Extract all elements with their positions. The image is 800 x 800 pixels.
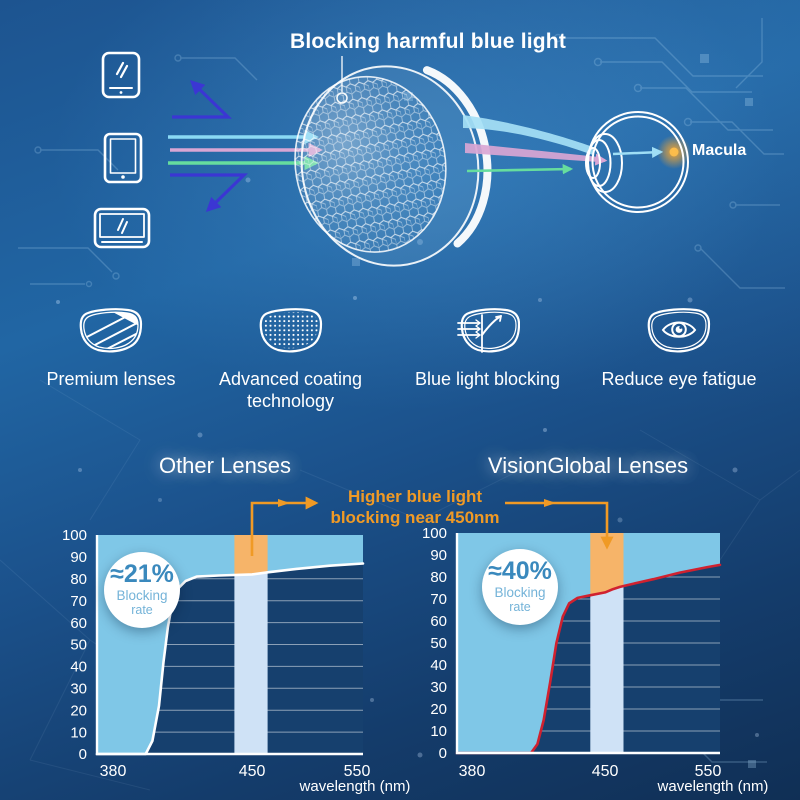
y-tick-label: 30 <box>430 679 447 696</box>
badge-label: Blocking <box>116 588 168 604</box>
macula-spot <box>669 147 679 157</box>
eyeball-outline-inner <box>591 115 685 209</box>
x-tick-label: 380 <box>100 763 127 780</box>
band-450nm-above-curve <box>590 533 624 596</box>
x-axis-title: wavelength (nm) <box>299 778 411 795</box>
y-tick-label: 100 <box>62 527 87 544</box>
chart-title-other-lenses: Other Lenses <box>158 453 292 478</box>
x-tick-label: 380 <box>459 763 486 780</box>
feature-advanced-coating: Advanced coating technology <box>198 305 383 413</box>
band-450nm-above-curve <box>234 535 268 575</box>
premium-lens-icon <box>79 308 143 353</box>
axes <box>95 535 363 756</box>
y-tick-label: 50 <box>70 637 87 654</box>
annotation-arrowhead-left-mid <box>278 499 290 507</box>
band-450nm-below-curve <box>590 586 624 753</box>
y-tick-label: 10 <box>70 724 87 741</box>
coated-lens-3d <box>294 56 492 267</box>
annotation-line1: Higher blue light <box>347 487 483 506</box>
crystalline-lens <box>585 147 601 179</box>
blue-light-blocking-icon <box>456 308 520 353</box>
badge-value: ≈40% <box>488 557 552 586</box>
smartphone-icon <box>101 51 141 99</box>
y-tick-label: 70 <box>70 593 87 610</box>
reflected-blue-arrow-top <box>172 79 232 119</box>
feature-premium-lenses: Premium lenses <box>21 305 201 391</box>
y-tick-label: 80 <box>70 571 87 588</box>
light-rays <box>168 79 323 213</box>
annotation-arrowhead-right-mid <box>544 499 556 507</box>
annotation-line2: blocking near 450nm <box>330 508 500 528</box>
focused-green-beam <box>466 163 574 175</box>
x-tick-label: 550 <box>344 763 371 780</box>
y-tick-label: 0 <box>79 746 87 763</box>
y-tick-label: 90 <box>70 549 87 566</box>
reduce-eye-fatigue-icon <box>647 308 711 353</box>
cornea-inner <box>586 139 612 187</box>
y-tick-label: 60 <box>430 613 447 630</box>
reflected-blue-arrow-bottom <box>170 173 248 213</box>
feature-label: Reduce eye fatigue <box>601 369 757 389</box>
band-450nm-below-curve <box>234 572 268 754</box>
y-tick-label: 40 <box>70 659 87 676</box>
y-tick-label: 20 <box>430 701 447 718</box>
feature-blue-light-blocking: Blue light blocking <box>395 305 580 391</box>
page-title: Blocking harmful blue light <box>289 30 567 53</box>
y-tick-label: 80 <box>430 569 447 586</box>
x-axis-title: wavelength (nm) <box>657 778 769 795</box>
x-tick-label: 450 <box>592 763 619 780</box>
badge-label: rate <box>509 600 531 615</box>
x-tick-label: 550 <box>695 763 722 780</box>
badge-label: rate <box>131 603 153 618</box>
blocking-rate-badge-visionglobal: ≈40% Blocking rate <box>482 549 558 625</box>
x-tick-label: 450 <box>239 763 266 780</box>
transmission-curve <box>95 562 365 756</box>
device-icons <box>93 51 151 249</box>
blocking-rate-badge-other: ≈21% Blocking rate <box>104 552 180 628</box>
visionglobal-lenses-chart: 0 10 20 30 40 50 60 70 80 90 100 380 450 550wavelengt… <box>422 525 769 795</box>
y-tick-label: 90 <box>430 547 447 564</box>
badge-value: ≈21% <box>110 560 174 589</box>
feature-label: Premium lenses <box>46 369 176 389</box>
tablet-icon <box>103 132 143 184</box>
coating-technology-icon <box>259 308 322 353</box>
eye-cross-section <box>463 111 691 213</box>
badge-label: Blocking <box>494 585 546 601</box>
feature-label: Advanced coating technology <box>218 369 363 411</box>
annotation-text: Higher blue light blocking near 450nm <box>295 486 535 529</box>
feature-label: Blue light blocking <box>414 369 561 389</box>
axes <box>455 533 720 755</box>
transmission-curve <box>455 563 722 755</box>
lens-highlight <box>294 76 446 253</box>
y-tick-label: 20 <box>70 702 87 719</box>
monitor-icon <box>93 207 151 249</box>
other-lenses-chart: 0 10 20 30 40 50 60 70 80 90 100 380 450 550wavelengt… <box>62 527 411 795</box>
focused-pink-beam <box>465 143 599 162</box>
chart-title-visionglobal-lenses: VisionGlobal Lenses <box>487 453 689 478</box>
feature-reduce-eye-fatigue: Reduce eye fatigue <box>584 305 774 391</box>
y-tick-label: 40 <box>430 657 447 674</box>
focused-cyan-beam <box>463 115 593 155</box>
y-tick-label: 60 <box>70 615 87 632</box>
y-tick-label: 10 <box>430 723 447 740</box>
y-tick-label: 100 <box>422 525 447 542</box>
macula-label: Macula <box>692 142 747 159</box>
y-tick-label: 0 <box>439 745 447 762</box>
y-tick-label: 50 <box>430 635 447 652</box>
y-tick-label: 30 <box>70 681 87 698</box>
ray-to-macula <box>612 146 664 158</box>
y-tick-label: 70 <box>430 591 447 608</box>
